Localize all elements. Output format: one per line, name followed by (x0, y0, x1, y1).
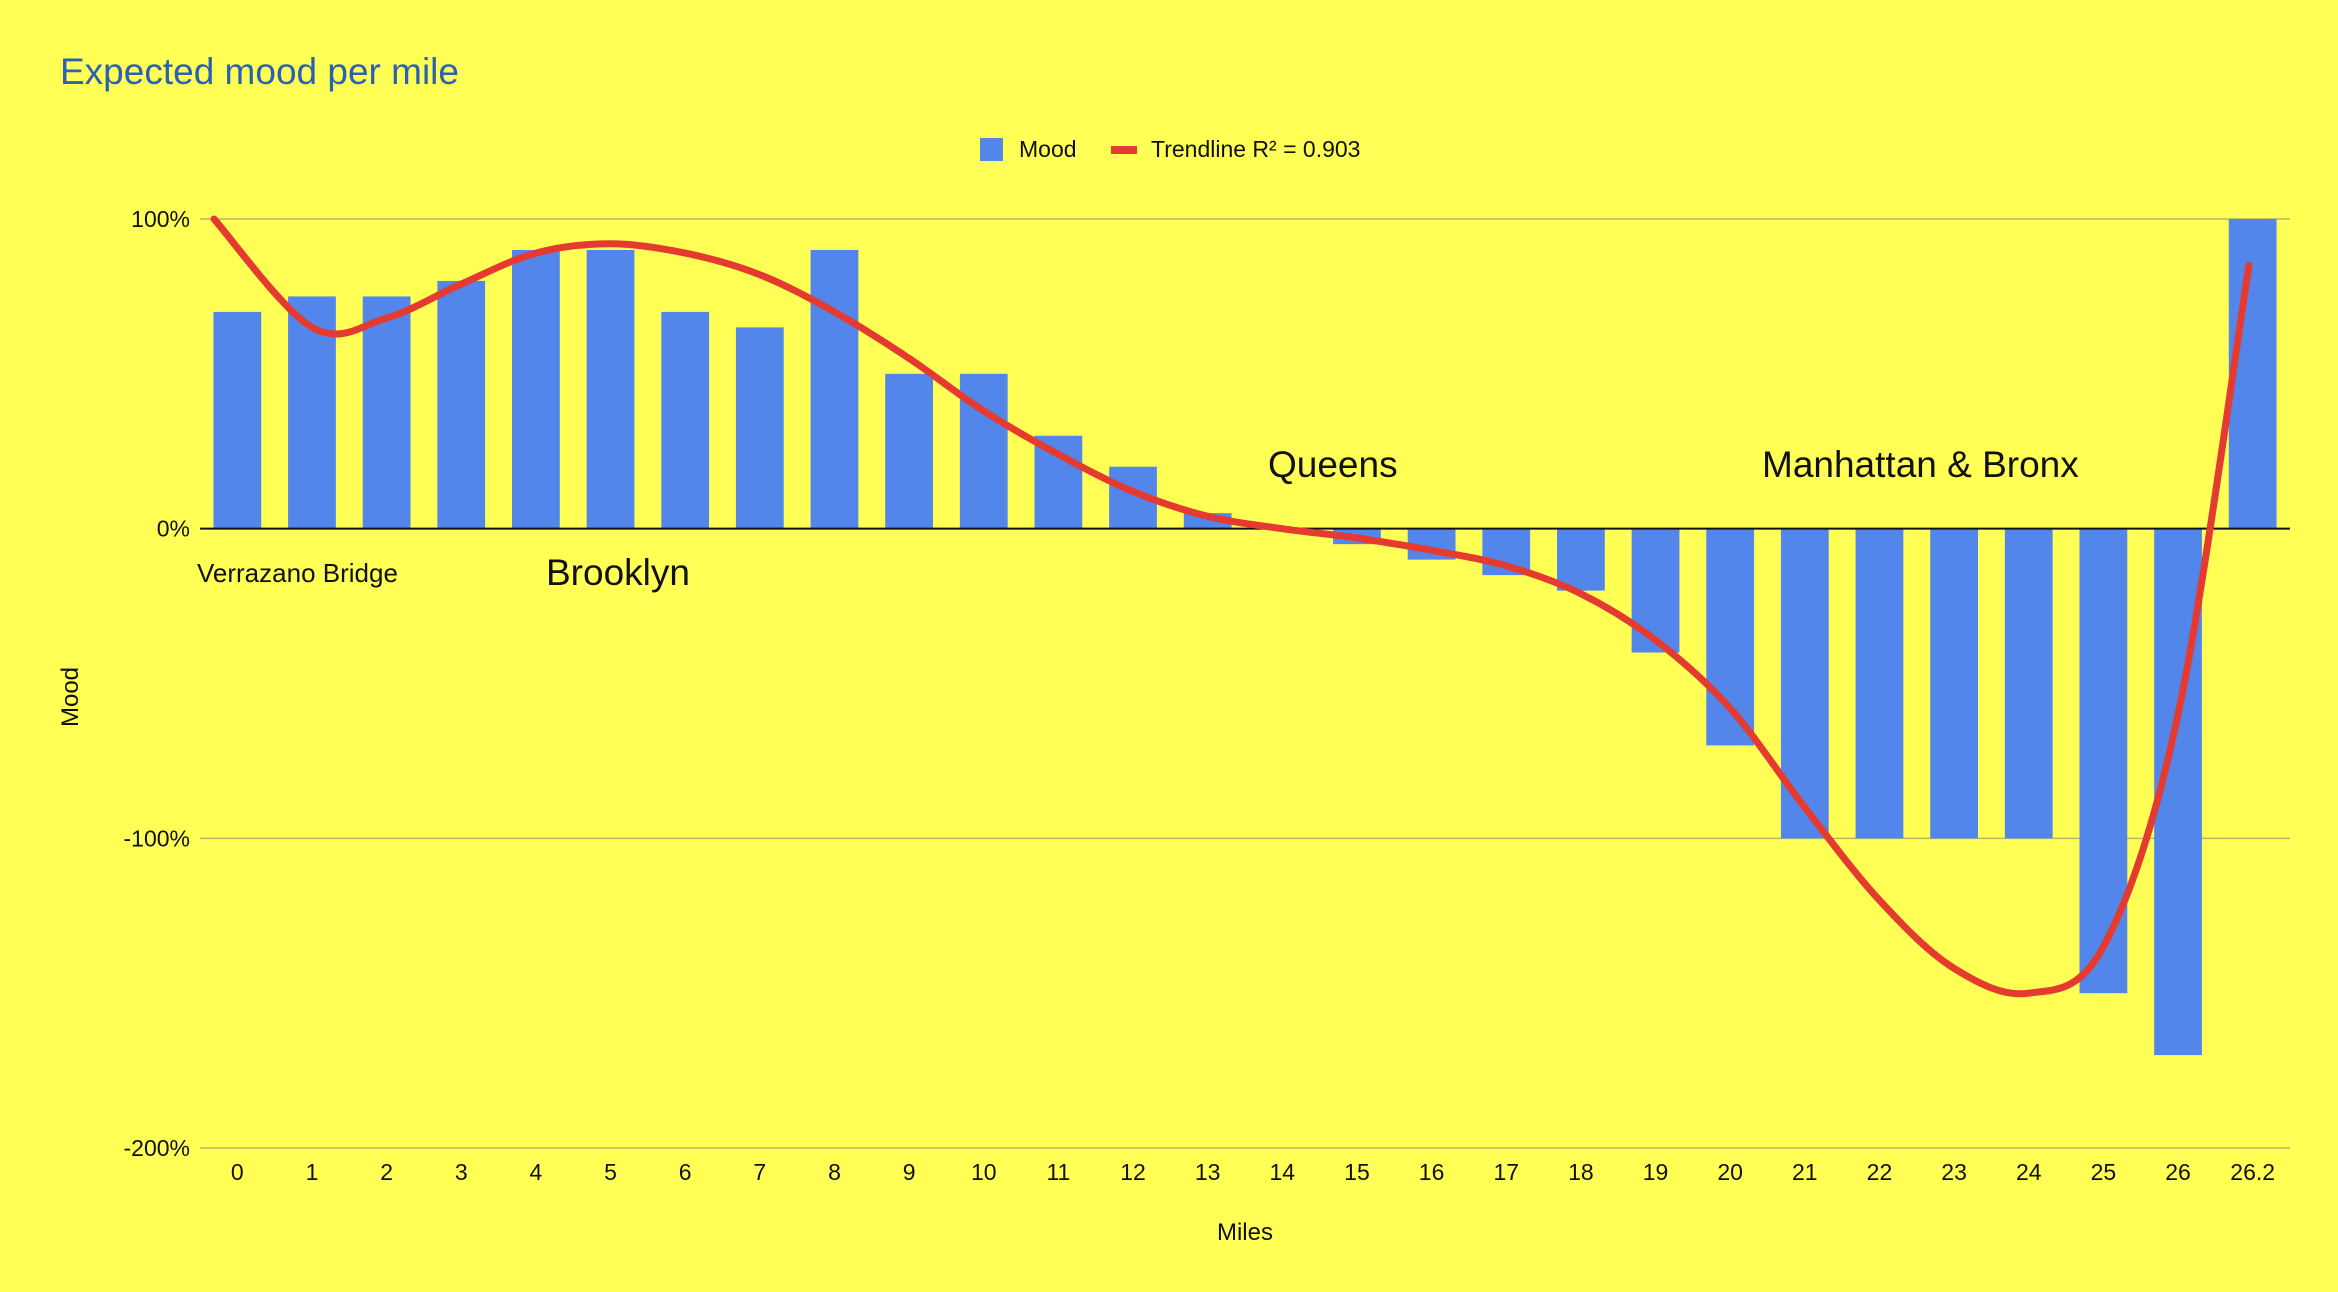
bars (213, 219, 2277, 1056)
x-tick-label: 25 (2091, 1159, 2117, 1185)
bar (362, 296, 411, 529)
legend-label-trendline: Trendline R² = 0.903 (1151, 136, 1360, 162)
y-tick-label: 100% (131, 206, 190, 232)
trendline (210, 215, 2253, 998)
x-tick-label: 16 (1419, 1159, 1445, 1185)
x-tick-label: 4 (529, 1159, 542, 1185)
bar (213, 311, 262, 529)
bar (2004, 528, 2053, 839)
x-tick-label: 10 (971, 1159, 997, 1185)
x-tick-label: 7 (753, 1159, 766, 1185)
x-tick-label: 17 (1493, 1159, 1519, 1185)
bar (512, 249, 560, 529)
bar (1930, 528, 1978, 839)
x-tick-label: 2 (380, 1159, 393, 1185)
x-tick-label: 11 (1046, 1159, 1070, 1185)
legend-swatch-mood (980, 138, 1003, 161)
x-tick-label: 26 (2165, 1159, 2191, 1185)
x-tick-label: 13 (1195, 1159, 1221, 1185)
bar (810, 249, 859, 529)
bar (1631, 528, 1680, 653)
y-axis-ticks: 100% 0% -100% -200% (124, 206, 190, 1161)
y-tick-label: -200% (124, 1135, 190, 1161)
bar (2079, 528, 2128, 994)
bar (586, 249, 635, 529)
legend-swatch-trendline (1111, 146, 1137, 154)
y-tick-label: -100% (124, 825, 190, 851)
x-tick-label: 8 (828, 1159, 841, 1185)
bar (885, 373, 933, 529)
x-tick-label: 15 (1344, 1159, 1370, 1185)
x-tick-label: 19 (1643, 1159, 1669, 1185)
x-tick-label: 12 (1120, 1159, 1146, 1185)
x-tick-label: 14 (1270, 1159, 1296, 1185)
bar (1855, 528, 1904, 839)
x-tick-label: 1 (306, 1159, 319, 1185)
x-tick-label: 18 (1568, 1159, 1594, 1185)
y-tick-label: 0% (157, 516, 190, 542)
x-tick-label: 26.2 (2230, 1159, 2275, 1185)
annotation-queens: Queens (1268, 444, 1398, 485)
annotation-brooklyn: Brooklyn (546, 552, 690, 593)
x-tick-label: 3 (455, 1159, 468, 1185)
x-tick-label: 23 (1941, 1159, 1967, 1185)
annotation-manhattan-bronx: Manhattan & Bronx (1762, 444, 2079, 485)
x-axis-ticks: 0 1 2 3 4 5 6 7 8 9 10 11 12 13 14 15 16 17 18 19 20 21 22 23 24… (231, 1159, 2275, 1185)
x-tick-label: 0 (231, 1159, 244, 1185)
bar (1780, 528, 1829, 839)
x-tick-label: 24 (2016, 1159, 2042, 1185)
x-tick-label: 5 (604, 1159, 617, 1185)
legend: Mood Trendline R² = 0.903 (980, 136, 1360, 162)
annotation-verrazano-bridge: Verrazano Bridge (197, 558, 398, 588)
bar (1034, 435, 1083, 529)
y-axis-title: Mood (57, 667, 84, 727)
x-tick-label: 6 (679, 1159, 692, 1185)
x-tick-label: 20 (1717, 1159, 1743, 1185)
chart-title: Expected mood per mile (60, 51, 459, 92)
bar (2228, 219, 2277, 529)
bar (661, 311, 710, 529)
bar (735, 327, 784, 529)
legend-label-mood: Mood (1019, 136, 1077, 162)
x-tick-label: 22 (1867, 1159, 1893, 1185)
x-tick-label: 9 (903, 1159, 916, 1185)
bar (437, 280, 486, 529)
x-axis-title: Miles (1217, 1219, 1273, 1246)
x-tick-label: 21 (1792, 1159, 1818, 1185)
bar (1557, 528, 1605, 591)
